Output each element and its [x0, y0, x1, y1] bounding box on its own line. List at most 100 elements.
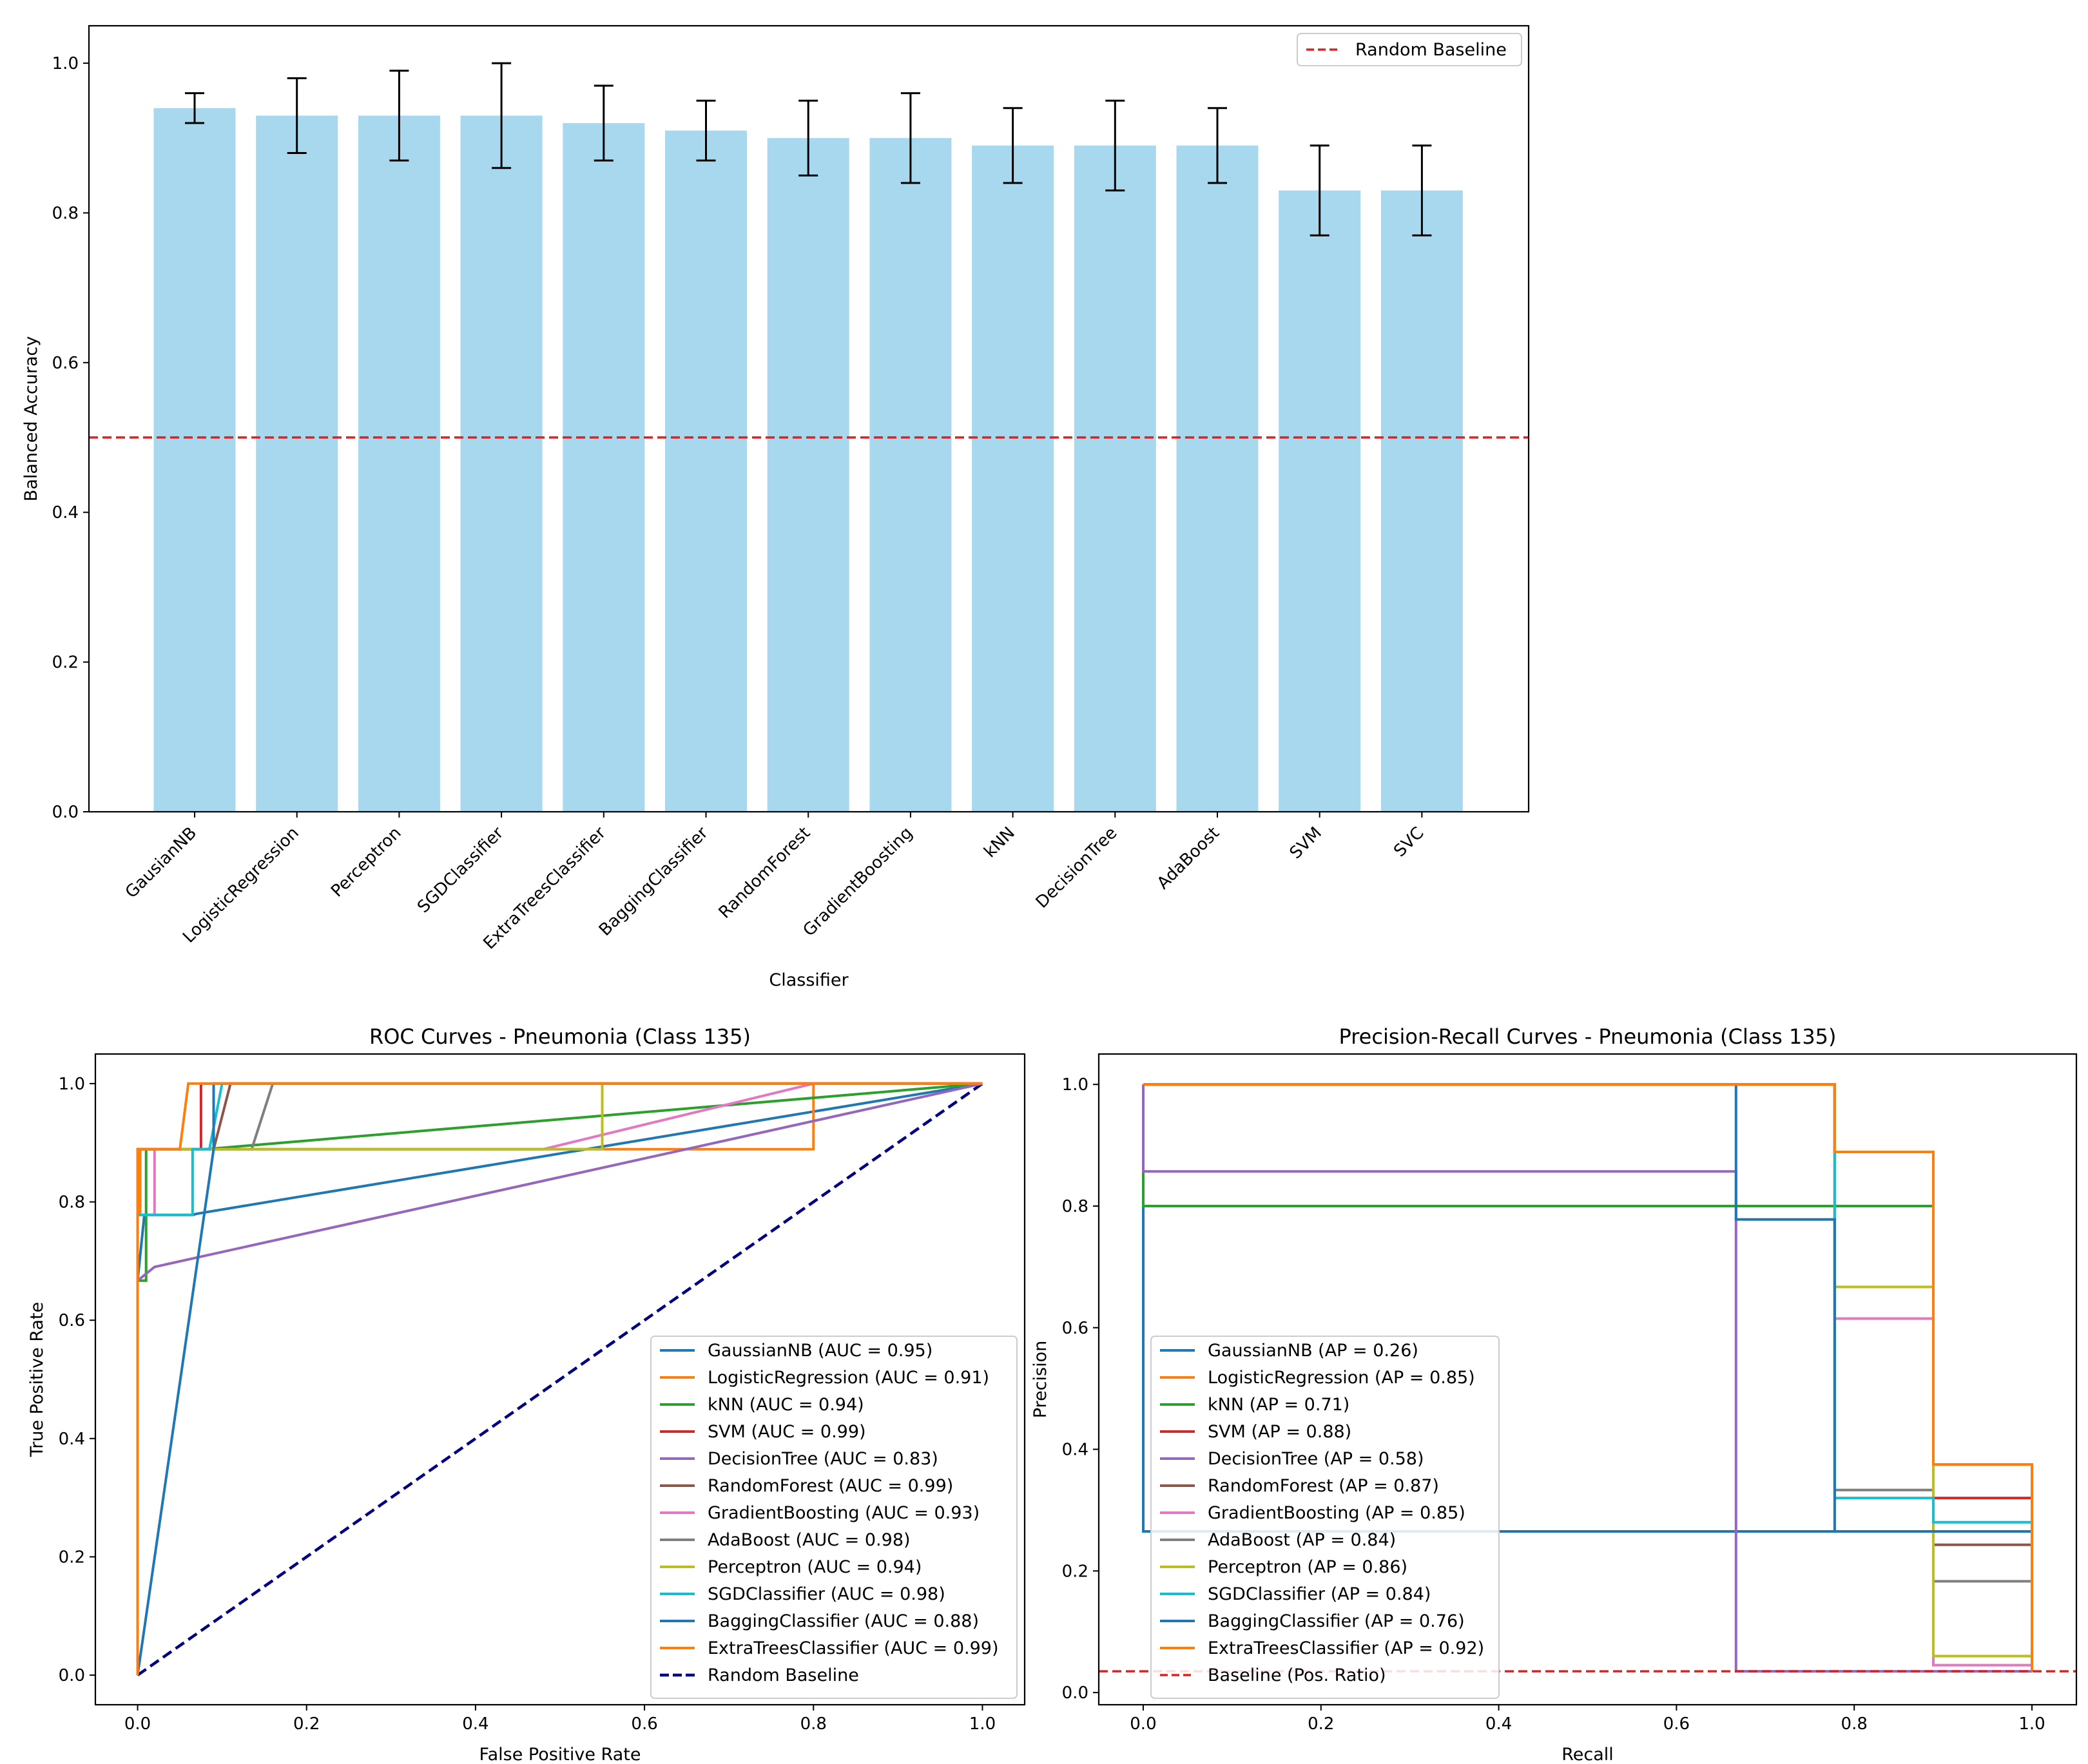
- y-tick-label: 0.2: [59, 1548, 85, 1567]
- x-tick-label: 0.6: [1663, 1714, 1690, 1734]
- x-tick-label: DecisionTree: [1032, 823, 1121, 912]
- legend-label: GaussianNB (AP = 0.26): [1208, 1341, 1418, 1361]
- y-tick-label: 0.8: [1062, 1197, 1088, 1216]
- plot-frame: [94, 1053, 1026, 1706]
- x-tick-label: 1.0: [2018, 1714, 2045, 1734]
- x-tick-label: RandomForest: [715, 823, 815, 923]
- bar-LogisticRegression: [256, 115, 338, 812]
- x-tick-label: 0.4: [1485, 1714, 1512, 1734]
- x-tick-label: kNN: [980, 823, 1018, 861]
- bar-SVC: [1380, 190, 1463, 812]
- y-tick-label: 0.2: [52, 653, 79, 673]
- legend: Random Baseline: [1297, 33, 1522, 66]
- pr-chart: 0.0 0.0 0.2 0.2 0.4 0.4 0.6 0.6 0.8 0.8 1.0 1.0 Prec…: [1030, 1024, 2078, 1764]
- series-line-10: [1143, 1083, 2033, 1672]
- legend-label: SVM (AP = 0.88): [1208, 1422, 1351, 1442]
- x-axis-label: Recall: [1561, 1745, 1614, 1764]
- series-line-11: [1143, 1083, 2033, 1672]
- legend-label: Random Baseline: [1355, 40, 1507, 60]
- y-tick-label: 1.0: [52, 54, 79, 73]
- x-tick-label: BaggingClassifier: [595, 823, 712, 940]
- legend: GaussianNB (AP = 0.26) LogisticRegression…: [1150, 1336, 1500, 1699]
- x-tick-label: 0.2: [1308, 1714, 1334, 1734]
- y-axis-label: True Positive Rate: [27, 1302, 47, 1458]
- y-tick-label: 0.6: [59, 1311, 85, 1330]
- bar-SGDClassifier: [460, 115, 543, 812]
- legend-label: AdaBoost (AUC = 0.98): [708, 1530, 911, 1550]
- legend-label: LogisticRegression (AUC = 0.91): [708, 1368, 989, 1388]
- y-tick-label: 0.4: [52, 503, 79, 522]
- random-baseline-line: [137, 1082, 983, 1676]
- legend-label: AdaBoost (AP = 0.84): [1208, 1530, 1396, 1550]
- roc-chart: 0.0 0.0 0.2 0.2 0.4 0.4 0.6 0.6 0.8 0.8 1.0 1.0 ROC …: [27, 1024, 1026, 1764]
- chart-title: ROC Curves - Pneumonia (Class 135): [369, 1024, 751, 1049]
- y-tick-label: 0.6: [1062, 1319, 1088, 1338]
- bar-SVM: [1279, 190, 1361, 812]
- legend-label: Perceptron (AP = 0.86): [1208, 1557, 1407, 1577]
- y-axis-label: Precision: [1030, 1341, 1050, 1418]
- series-line-11: [136, 1082, 983, 1676]
- x-tick-label: 0.2: [293, 1714, 320, 1734]
- y-tick-label: 1.0: [59, 1075, 85, 1094]
- legend-label: DecisionTree (AUC = 0.83): [708, 1449, 938, 1469]
- x-tick-label: 0.4: [462, 1714, 488, 1734]
- x-tick-label: 0.8: [800, 1714, 827, 1734]
- x-tick-label: 0.0: [124, 1714, 151, 1734]
- x-tick-label: GradientBoosting: [800, 823, 917, 941]
- legend-label: BaggingClassifier (AP = 0.76): [1208, 1611, 1465, 1631]
- legend-label: ExtraTreesClassifier (AUC = 0.99): [708, 1638, 999, 1658]
- y-tick-label: 0.6: [52, 354, 79, 373]
- y-tick-label: 0.0: [59, 1666, 85, 1685]
- legend-box: [650, 1336, 1018, 1699]
- x-tick-label: AdaBoost: [1154, 823, 1223, 893]
- bar-Perceptron: [358, 115, 440, 812]
- x-tick-label: SVM: [1286, 823, 1326, 863]
- x-axis-label: Classifier: [769, 970, 849, 990]
- bar-BaggingClassifier: [665, 130, 747, 812]
- y-tick-label: 0.4: [1062, 1441, 1088, 1460]
- x-tick-label: SGDClassifier: [414, 823, 507, 917]
- legend-label: LogisticRegression (AP = 0.85): [1208, 1368, 1475, 1388]
- x-tick-label: GausianNB: [122, 823, 200, 902]
- x-tick-label: LogisticRegression: [179, 823, 303, 947]
- legend-label: DecisionTree (AP = 0.58): [1208, 1449, 1424, 1469]
- bar-ExtraTreesClassifier: [563, 123, 645, 812]
- legend-box: [1297, 33, 1522, 66]
- x-tick-label: 0.8: [1841, 1714, 1868, 1734]
- y-tick-label: 0.8: [52, 204, 79, 223]
- x-axis-label: False Positive Rate: [479, 1745, 641, 1764]
- chart-title: Precision-Recall Curves - Pneumonia (Cla…: [1339, 1024, 1836, 1049]
- legend-label: BaggingClassifier (AUC = 0.88): [708, 1611, 979, 1631]
- legend-label: RandomForest (AUC = 0.99): [708, 1476, 953, 1496]
- plot-frame: [1097, 1053, 2078, 1706]
- legend-label: GradientBoosting (AP = 0.85): [1208, 1503, 1465, 1523]
- legend-label: ExtraTreesClassifier (AP = 0.92): [1208, 1638, 1484, 1658]
- y-tick-label: 1.0: [1062, 1075, 1088, 1095]
- legend-label: SGDClassifier (AP = 0.84): [1208, 1584, 1431, 1604]
- bar-GradientBoosting: [869, 138, 952, 812]
- x-tick-label: 0.6: [631, 1714, 657, 1734]
- legend: GaussianNB (AUC = 0.95) LogisticRegressio…: [650, 1336, 1018, 1699]
- legend-label: Random Baseline: [708, 1665, 859, 1685]
- legend-label: kNN (AP = 0.71): [1208, 1395, 1349, 1415]
- bar-DecisionTree: [1074, 145, 1156, 812]
- legend-label: Perceptron (AUC = 0.94): [708, 1557, 922, 1577]
- y-axis-label: Balanced Accuracy: [21, 336, 41, 502]
- legend-label: kNN (AUC = 0.94): [708, 1395, 864, 1415]
- legend-label: Baseline (Pos. Ratio): [1208, 1665, 1386, 1685]
- bar-AdaBoost: [1176, 145, 1259, 812]
- legend-box: [1150, 1336, 1500, 1699]
- y-tick-label: 0.4: [59, 1430, 85, 1449]
- legend-label: RandomForest (AP = 0.87): [1208, 1476, 1439, 1496]
- y-tick-label: 0.0: [52, 803, 79, 822]
- bar-chart: 0.0 0.2 0.4 0.6 0.8 1.0 GausianNBLogisticRegre…: [21, 24, 1530, 990]
- legend-label: SGDClassifier (AUC = 0.98): [708, 1584, 945, 1604]
- x-tick-label: Perceptron: [327, 823, 405, 901]
- y-tick-label: 0.2: [1062, 1562, 1088, 1581]
- legend-label: GradientBoosting (AUC = 0.93): [708, 1503, 980, 1523]
- y-tick-label: 0.0: [1062, 1683, 1088, 1703]
- legend-label: SVM (AUC = 0.99): [708, 1422, 866, 1442]
- series-line-2: [1142, 1084, 1933, 1207]
- y-tick-label: 0.8: [59, 1193, 85, 1213]
